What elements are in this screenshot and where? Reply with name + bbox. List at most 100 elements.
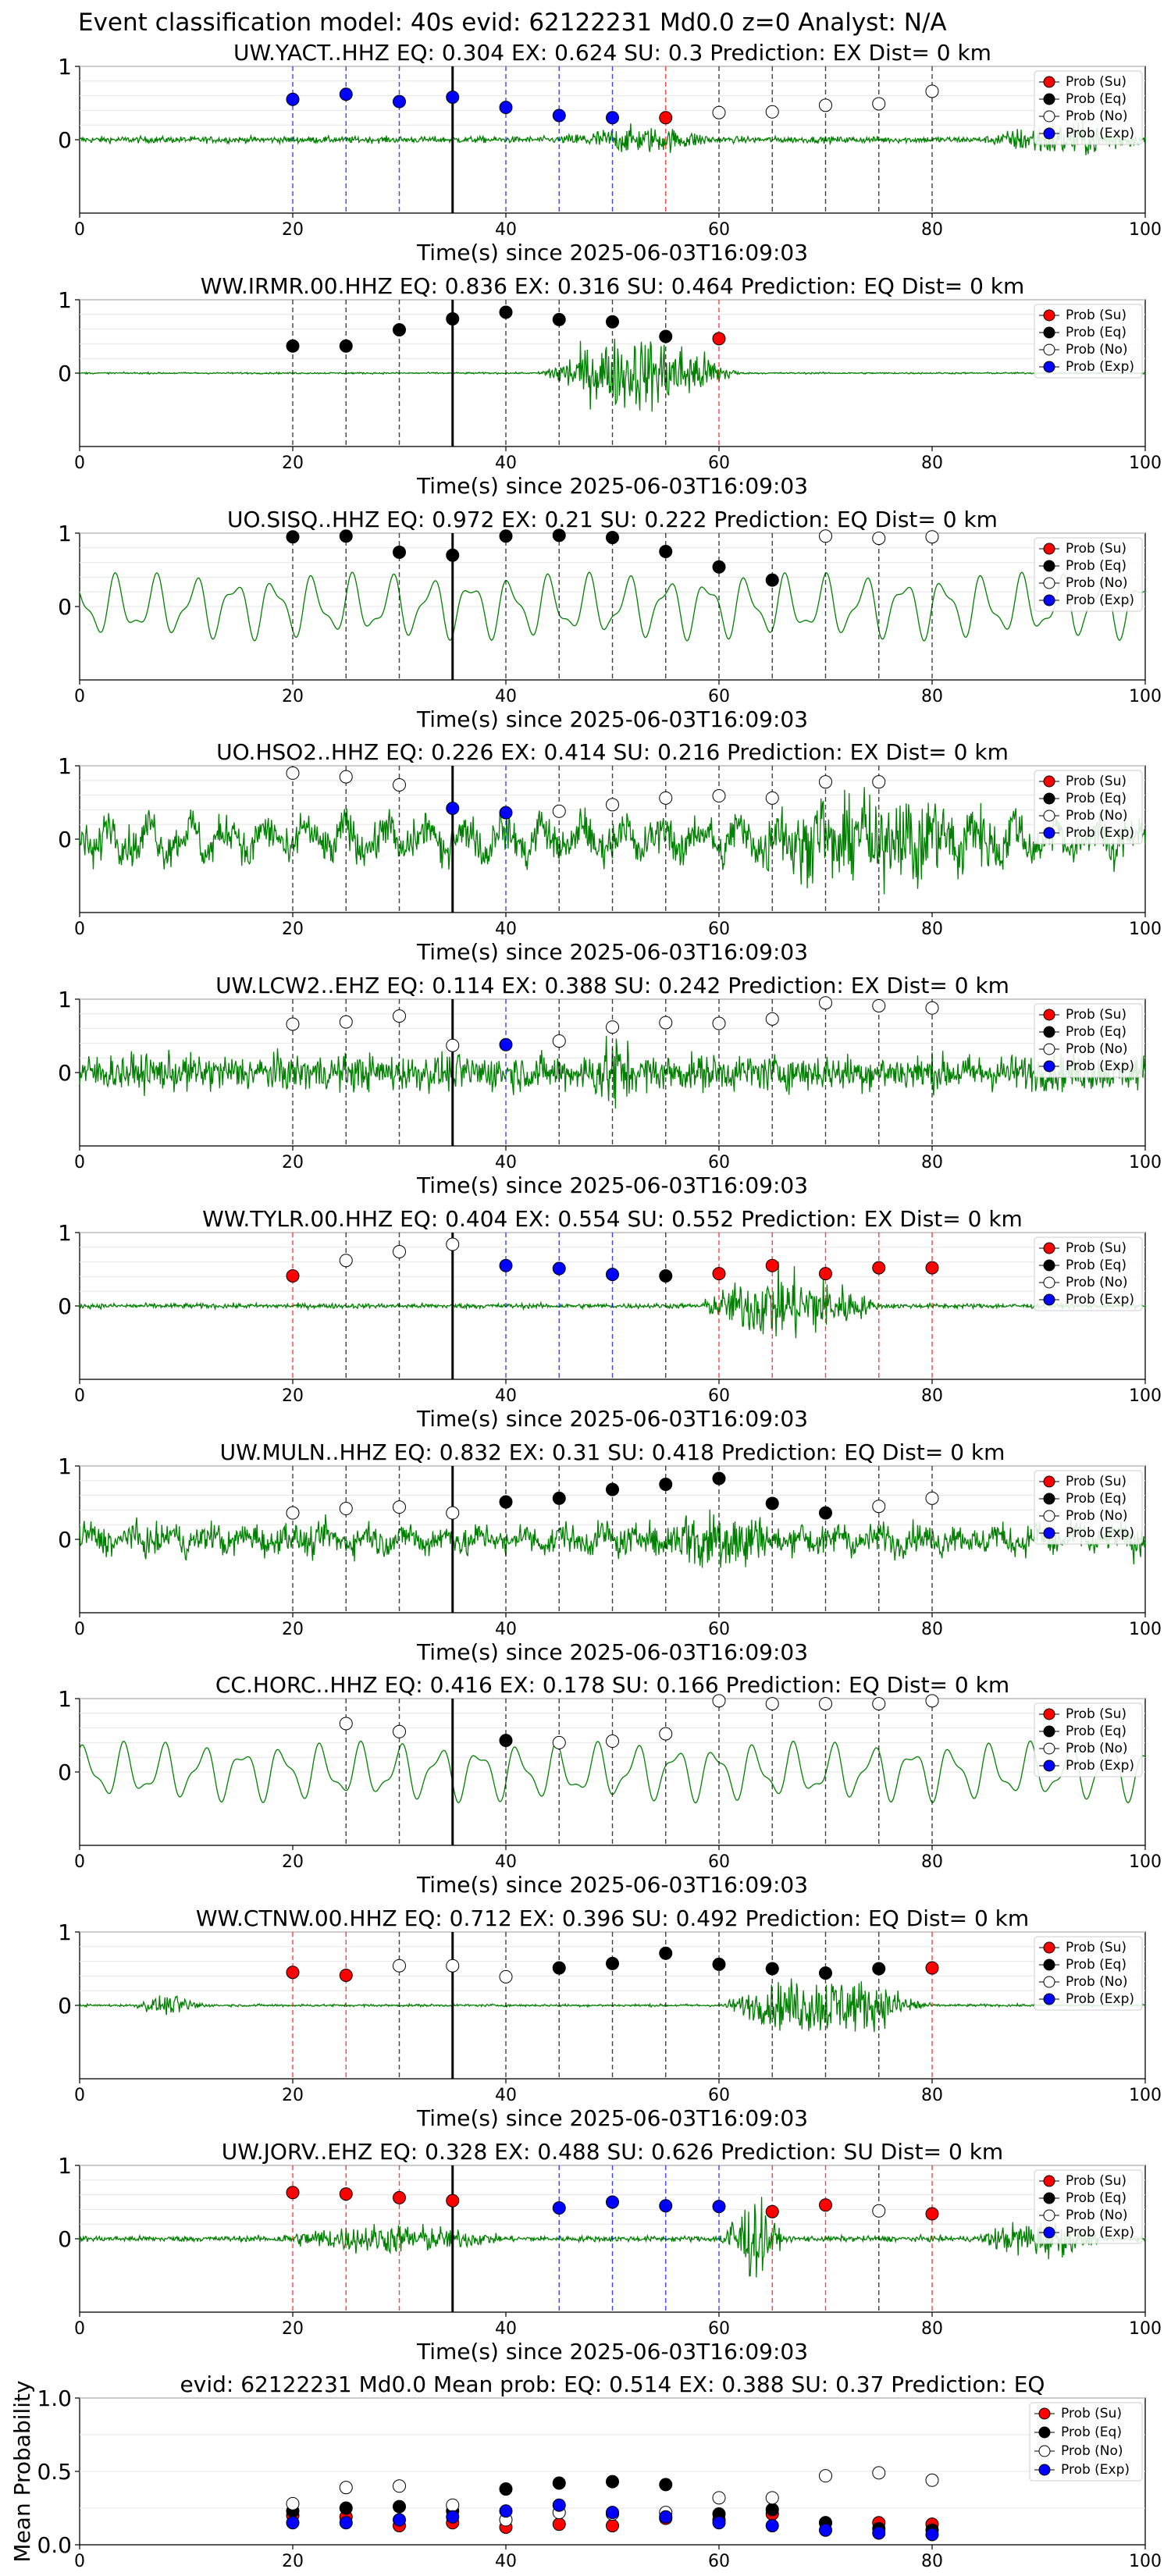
probability-point-eq	[499, 529, 513, 543]
probability-point-no	[872, 1697, 886, 1711]
legend-label: Prob (No)	[1066, 342, 1128, 358]
legend-marker-su	[1038, 2407, 1051, 2420]
x-tick-label: 0	[74, 2319, 85, 2339]
legend-marker-exp	[1043, 827, 1055, 839]
probability-point-eq	[446, 311, 460, 326]
x-axis-label: Time(s) since 2025-06-03T16:09:03	[416, 1172, 808, 1198]
x-axis-label: Time(s) since 2025-06-03T16:09:03	[416, 1639, 808, 1665]
legend-label: Prob (Su)	[1066, 1474, 1127, 1489]
x-tick-label: 20	[282, 1386, 304, 1406]
probability-point-no	[393, 1009, 406, 1023]
legend-marker-no	[1043, 1276, 1055, 1289]
probability-point-no	[925, 1491, 939, 1505]
legend-marker-no	[1043, 110, 1055, 123]
probability-point-eq	[446, 548, 460, 562]
y-tick-label: 1	[58, 287, 72, 313]
waveform-trace	[79, 118, 1146, 155]
y-tick-label: 0	[58, 1527, 72, 1553]
probability-point-exp	[499, 1258, 513, 1272]
panel-title: UW.MULN..HHZ EQ: 0.832 EX: 0.31 SU: 0.41…	[220, 1439, 1005, 1465]
x-tick-label: 40	[495, 687, 517, 706]
mean-point-exp	[393, 2513, 406, 2527]
panel-title: CC.HORC..HHZ EQ: 0.416 EX: 0.178 SU: 0.1…	[215, 1672, 1009, 1698]
panel-title: UO.SISQ..HHZ EQ: 0.972 EX: 0.21 SU: 0.22…	[227, 507, 998, 532]
legend-box	[1034, 770, 1143, 845]
legend-label: Prob (Su)	[1066, 1007, 1127, 1023]
y-tick-label: 1	[58, 987, 72, 1012]
probability-point-eq	[606, 1956, 619, 1970]
legend-box	[1034, 2169, 1143, 2244]
legend-label: Prob (Su)	[1066, 2173, 1127, 2189]
legend-marker-eq	[1043, 326, 1055, 339]
legend-marker-su	[1043, 1941, 1055, 1954]
probability-point-su	[659, 111, 673, 125]
probability-point-eq	[659, 1946, 673, 1960]
x-tick-label: 60	[708, 687, 730, 706]
probability-point-no	[925, 530, 939, 544]
x-tick-label: 0	[74, 687, 85, 706]
probability-point-no	[819, 529, 832, 543]
probability-point-exp	[393, 94, 406, 109]
probability-point-su	[925, 2207, 939, 2221]
probability-point-eq	[712, 1957, 726, 1971]
probability-point-su	[339, 1968, 353, 1982]
legend-box	[1029, 2402, 1143, 2482]
x-tick-label: 40	[495, 920, 517, 939]
mean-point-exp	[712, 2516, 726, 2530]
legend-label: Prob (Exp)	[1066, 359, 1134, 375]
probability-point-eq	[606, 1482, 619, 1496]
probability-point-eq	[765, 1496, 779, 1510]
y-tick-label: 1	[58, 2153, 72, 2179]
probability-point-su	[925, 1961, 939, 1975]
probability-point-no	[499, 1969, 513, 1984]
x-tick-label: 40	[495, 1386, 517, 1406]
mean-point-no	[712, 2491, 726, 2505]
x-axis-label: Time(s) since 2025-06-03T16:09:03	[416, 1872, 808, 1898]
probability-point-eq	[712, 560, 726, 574]
probability-point-exp	[499, 101, 513, 115]
legend-marker-su	[1043, 2175, 1055, 2187]
mean-point-no	[819, 2469, 832, 2483]
mean-point-exp	[499, 2504, 513, 2518]
probability-point-no	[446, 1506, 460, 1520]
x-tick-label: 20	[282, 687, 304, 706]
x-tick-label: 100	[1129, 1620, 1162, 1639]
x-tick-label: 20	[282, 2319, 304, 2339]
probability-point-eq	[712, 1471, 726, 1485]
probability-point-no	[925, 84, 939, 98]
probability-point-no	[286, 766, 300, 780]
legend-label: Prob (Eq)	[1066, 2190, 1127, 2206]
legend-label: Prob (Eq)	[1066, 325, 1127, 340]
legend-label: Prob (No)	[1066, 1275, 1128, 1290]
probability-point-eq	[606, 531, 619, 545]
y-tick-label: 0	[58, 594, 72, 620]
y-tick-label: 1	[58, 54, 72, 80]
waveform-trace	[79, 787, 1146, 895]
legend-marker-no	[1043, 2209, 1055, 2222]
x-tick-label: 100	[1129, 920, 1162, 939]
probability-point-eq	[339, 339, 353, 353]
legend-box	[1034, 70, 1143, 145]
probability-point-no	[393, 1500, 406, 1514]
x-tick-label: 60	[708, 2086, 730, 2105]
probability-point-eq	[393, 545, 406, 559]
y-tick-label: 1	[58, 1920, 72, 1945]
probability-point-no	[659, 1016, 673, 1030]
x-tick-label: 20	[282, 920, 304, 939]
mean-point-exp	[339, 2516, 353, 2530]
y-tick-label: 0.0	[37, 2532, 72, 2558]
probability-point-exp	[499, 806, 513, 820]
probability-point-no	[925, 1001, 939, 1015]
legend-marker-su	[1043, 1708, 1055, 1720]
y-tick-label: 1.0	[37, 2386, 72, 2411]
probability-point-no	[659, 791, 673, 805]
x-tick-label: 100	[1129, 2319, 1162, 2339]
legend-box	[1034, 1470, 1143, 1545]
legend-marker-no	[1043, 343, 1055, 356]
x-axis-label: Time(s) since 2025-06-03T16:09:03	[416, 2105, 808, 2131]
legend-marker-exp	[1043, 1759, 1055, 1772]
x-tick-label: 0	[74, 1153, 85, 1172]
x-tick-label: 60	[708, 1852, 730, 1872]
x-tick-label: 80	[921, 2319, 943, 2339]
probability-point-no	[393, 1959, 406, 1973]
